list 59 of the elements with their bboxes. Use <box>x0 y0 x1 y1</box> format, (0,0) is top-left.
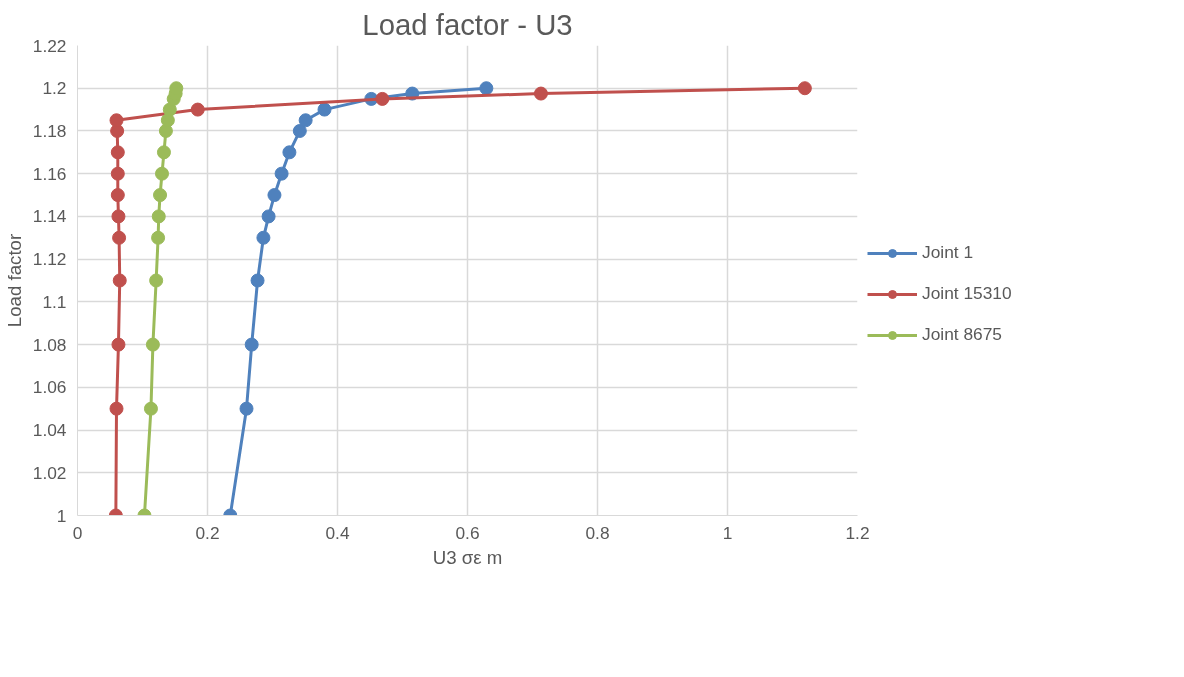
y-tick-label: 1.18 <box>32 120 67 141</box>
point <box>533 86 548 101</box>
y-tick-label: 1.06 <box>32 377 67 398</box>
point <box>145 337 160 352</box>
point <box>250 273 265 288</box>
legend-label: Joint 1 <box>922 242 974 263</box>
chart-title: Load factor - U3 <box>362 7 573 41</box>
point <box>292 123 307 138</box>
point <box>112 230 127 245</box>
point <box>261 209 276 224</box>
point <box>298 113 313 128</box>
y-tick-label: 1.08 <box>32 334 67 355</box>
point <box>267 188 282 203</box>
y-tick-label: 1.16 <box>32 163 67 184</box>
point <box>155 166 169 181</box>
point <box>256 230 271 245</box>
legend-label: Joint 15310 <box>922 283 1012 304</box>
y-tick-label: 1.22 <box>32 35 67 56</box>
point <box>110 145 125 160</box>
point <box>112 273 127 288</box>
x-tick-label: 0.6 <box>455 522 480 543</box>
x-tick-label: 1 <box>722 522 733 543</box>
x-tick-label: 0.2 <box>195 522 220 543</box>
point <box>151 209 166 224</box>
y-tick-label: 1.02 <box>32 462 67 483</box>
point <box>156 145 171 160</box>
point <box>111 209 126 224</box>
point <box>109 113 124 128</box>
y-tick-label: 1 <box>56 505 67 526</box>
legend-label: Joint 8675 <box>922 324 1002 345</box>
point <box>110 188 125 203</box>
y-axis-title: Load factor <box>3 233 25 328</box>
point <box>190 102 205 117</box>
point <box>797 81 812 96</box>
point <box>375 91 390 106</box>
x-tick-label: 0.4 <box>325 522 350 543</box>
y-tick-label: 1.1 <box>42 291 67 312</box>
point <box>153 188 168 203</box>
y-tick-label: 1.14 <box>32 206 67 227</box>
point <box>149 273 164 288</box>
point <box>282 145 297 160</box>
point <box>143 401 158 416</box>
point <box>274 166 289 181</box>
point <box>109 401 124 416</box>
point <box>479 81 494 96</box>
point <box>111 337 126 352</box>
point <box>317 102 332 117</box>
x-tick-label: 0.8 <box>585 522 610 543</box>
point <box>110 166 125 181</box>
point <box>151 230 166 245</box>
x-axis-title: U3 σε m <box>432 546 503 568</box>
point <box>244 337 259 352</box>
y-tick-label: 1.12 <box>32 249 67 270</box>
y-tick-label: 1.04 <box>32 420 67 441</box>
point <box>239 401 254 416</box>
point <box>162 102 177 117</box>
y-tick-label: 1.2 <box>42 78 67 99</box>
x-tick-label: 1.2 <box>845 522 870 543</box>
x-tick-label: 0 <box>72 522 83 543</box>
